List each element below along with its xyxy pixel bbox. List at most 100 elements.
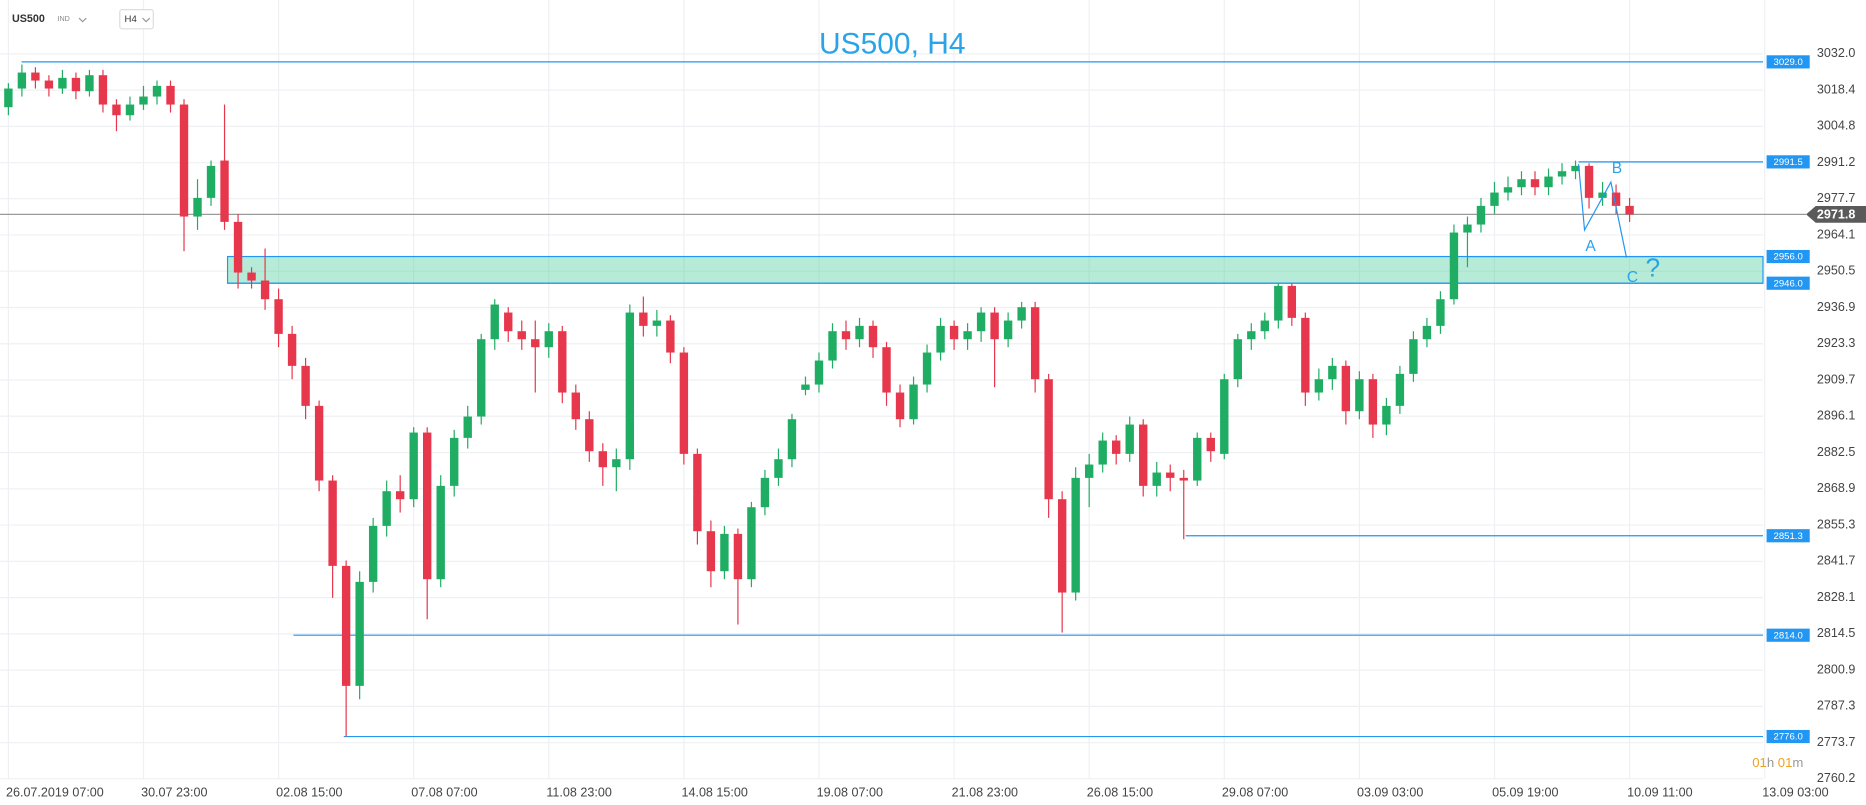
candle-body	[639, 312, 648, 326]
candle-body	[1382, 405, 1391, 425]
pattern-line	[1577, 164, 1628, 258]
candle-body	[1328, 365, 1337, 380]
candle-body	[139, 96, 148, 105]
candle-body	[504, 312, 513, 332]
level-label: 2851.3	[1774, 531, 1803, 542]
candle-body	[1598, 192, 1607, 198]
candle-body	[1098, 440, 1107, 465]
candle-body	[1571, 165, 1580, 172]
level-label: 3029.0	[1774, 57, 1803, 68]
timeframe[interactable]: H4	[125, 14, 138, 25]
y-tick-label: 2936.9	[1817, 300, 1855, 314]
candle-body	[801, 384, 810, 390]
y-tick-label: 2814.5	[1817, 626, 1855, 640]
candle-body	[1449, 232, 1459, 300]
candle-body	[706, 531, 716, 572]
levels-layer	[0, 61, 1807, 738]
candle-body	[1301, 317, 1310, 393]
candle-body	[1409, 339, 1418, 374]
candle-body	[949, 325, 959, 340]
symbol[interactable]: US500	[12, 13, 45, 25]
dropdown-arrow	[78, 17, 87, 23]
candle-body	[828, 331, 837, 361]
overlay-layer: A B C?	[1577, 160, 1660, 286]
candle-body	[855, 325, 864, 340]
countdown-m: m	[1792, 756, 1803, 771]
candle-body	[1611, 192, 1621, 206]
y-tick-label: 2991.2	[1817, 155, 1855, 169]
x-tick-label: 05.09 19:00	[1492, 785, 1558, 799]
candle-body	[1233, 339, 1242, 380]
candle-body	[125, 104, 135, 116]
candle-body	[787, 419, 797, 460]
candle-body	[1463, 224, 1472, 233]
candle-body	[1057, 499, 1067, 593]
countdown-minutes: 01	[1778, 756, 1793, 771]
candle-body	[193, 197, 202, 217]
level-label: 2991.5	[1774, 157, 1803, 168]
y-tick-label: 2964.1	[1817, 227, 1855, 241]
candle-body	[220, 160, 229, 222]
candle-body	[1112, 440, 1121, 454]
y-tick-label: 2950.5	[1817, 264, 1855, 278]
candle-body	[679, 352, 689, 454]
candle-body	[1179, 477, 1188, 481]
candle-body	[571, 392, 580, 420]
candle-body	[152, 85, 162, 97]
candle-body	[895, 392, 905, 420]
pattern-label: A	[1585, 238, 1596, 255]
candle-body	[1260, 320, 1269, 332]
candle-body	[1193, 437, 1202, 481]
y-tick-label: 2787.3	[1817, 699, 1855, 713]
candle-body	[990, 312, 999, 340]
y-tick-label: 2896.1	[1817, 409, 1855, 423]
candle-body	[382, 491, 391, 526]
candle-body	[44, 80, 54, 89]
timeframe-box[interactable]	[119, 9, 154, 30]
candle-body	[814, 360, 824, 385]
candle-body	[1517, 179, 1526, 188]
candle-body	[1476, 205, 1486, 225]
y-tick-label: 2855.3	[1817, 517, 1855, 531]
candle-body	[868, 325, 878, 348]
candle-body	[936, 325, 945, 353]
candle-body	[1557, 171, 1567, 177]
candle-body	[882, 347, 891, 393]
y-tick-label: 2760.2	[1817, 771, 1855, 785]
market: IND	[57, 15, 69, 23]
x-tick-label: 11.08 23:00	[546, 785, 611, 799]
grid	[0, 0, 1766, 780]
candle-body	[409, 432, 418, 500]
candle-body	[4, 88, 13, 108]
y-tick-label: 2800.9	[1817, 662, 1855, 676]
x-tick-label: 21.08 23:00	[952, 785, 1018, 799]
level-badge	[1766, 729, 1810, 744]
y-tick-label: 2773.7	[1817, 735, 1855, 749]
candle-body	[463, 416, 472, 438]
y-tick-label: 2977.7	[1817, 191, 1855, 205]
candle-body	[1530, 179, 1540, 188]
y-tick-label: 2882.5	[1817, 445, 1855, 459]
candle-body	[314, 405, 324, 481]
y-tick-label: 2841.7	[1817, 554, 1855, 568]
candle-body	[693, 453, 702, 532]
candle-body	[625, 312, 635, 460]
candle-body	[922, 352, 932, 385]
candle-body	[1017, 307, 1026, 321]
level-badge	[1766, 628, 1810, 642]
candle-body	[368, 525, 378, 582]
x-tick-label: 26.07.2019 07:00	[6, 785, 104, 799]
level-label: 2814.0	[1774, 630, 1803, 641]
level-badge	[1766, 249, 1810, 264]
candle-body	[17, 72, 27, 89]
candle-body	[1071, 477, 1080, 593]
candle-body	[1544, 176, 1553, 188]
level-label: 2946.0	[1774, 278, 1803, 289]
pattern-label: B	[1612, 160, 1622, 177]
dropdown-arrow	[142, 17, 151, 23]
candle-body	[720, 533, 729, 572]
candle-body	[233, 221, 243, 273]
candle-body	[1395, 373, 1405, 406]
candles-layer	[4, 64, 1634, 737]
